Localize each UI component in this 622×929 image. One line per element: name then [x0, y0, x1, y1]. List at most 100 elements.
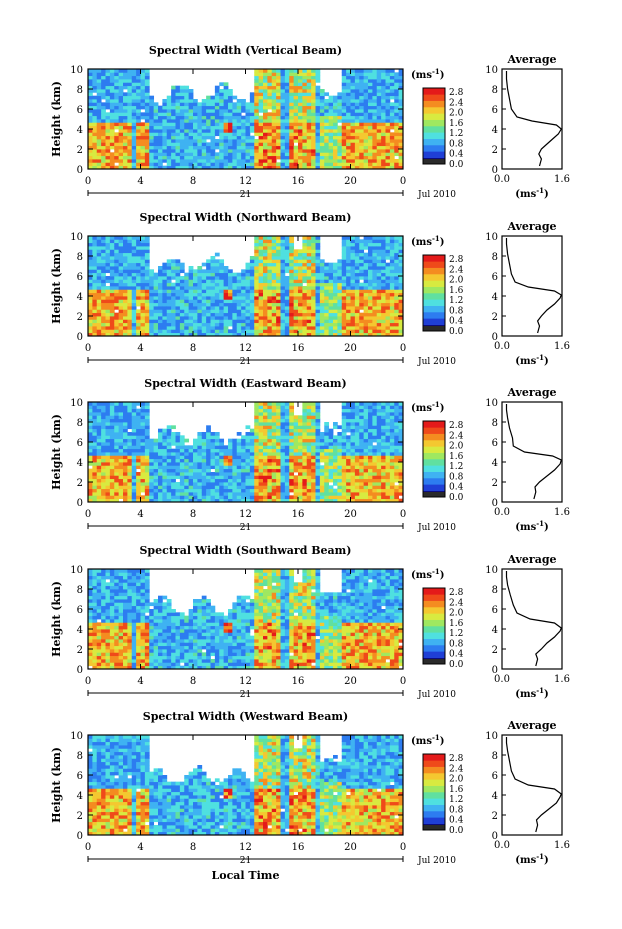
heatmap-cell	[346, 266, 351, 270]
heatmap-cell	[228, 302, 233, 307]
heatmap-cell	[158, 435, 163, 440]
heatmap-cell	[153, 465, 159, 470]
heatmap-cell	[254, 266, 260, 270]
heatmap-cell	[92, 432, 98, 436]
heatmap-cell	[350, 279, 356, 284]
heatmap-cell	[346, 299, 351, 304]
heatmap-cell	[92, 316, 98, 320]
heatmap-cell	[114, 72, 120, 77]
heatmap-cell	[92, 162, 98, 167]
heatmap-cell	[131, 236, 137, 240]
heatmap-cell	[311, 122, 316, 127]
heatmap-cell	[368, 269, 373, 274]
heatmap-cell	[96, 279, 102, 284]
heatmap-cell	[144, 125, 150, 130]
heatmap-cell	[197, 478, 203, 483]
heatmap-cell	[315, 259, 321, 264]
heatmap-cell	[101, 468, 106, 473]
heatmap-cell	[127, 316, 133, 320]
heatmap-cell	[363, 316, 369, 320]
y-axis-label: Height (km)	[50, 248, 63, 324]
heatmap-cell	[254, 415, 260, 420]
heatmap-cell	[289, 246, 295, 250]
heatmap-cell	[131, 428, 137, 433]
heatmap-cell	[381, 155, 386, 160]
heatmap-cell	[179, 316, 185, 320]
heatmap-cell	[96, 122, 102, 127]
heatmap-cell	[171, 478, 176, 483]
heatmap-cell	[254, 428, 260, 433]
heatmap-cell	[337, 269, 343, 274]
heatmap-cell	[88, 316, 93, 320]
heatmap-cell	[302, 79, 308, 83]
heatmap-cell	[158, 302, 163, 307]
heatmap-cell	[319, 299, 325, 304]
heatmap-cell	[210, 495, 216, 500]
heatmap-cell	[232, 112, 238, 117]
heatmap-cell	[88, 495, 93, 500]
heatmap-cell	[188, 112, 194, 117]
heatmap-cell	[114, 239, 120, 244]
heatmap-cell	[105, 159, 111, 163]
heatmap-cell	[280, 309, 286, 314]
heatmap-cell	[118, 142, 124, 147]
heatmap-cell	[306, 289, 312, 294]
heatmap-cell	[131, 422, 137, 426]
heatmap-cell	[228, 135, 233, 140]
heatmap-cell	[210, 132, 216, 137]
heatmap-cell	[267, 119, 273, 123]
heatmap-cell	[372, 312, 378, 317]
heatmap-cell	[101, 478, 106, 483]
heatmap-cell	[136, 262, 141, 267]
heatmap-cell	[118, 425, 124, 430]
heatmap-cell	[398, 142, 404, 147]
heatmap-cell	[346, 289, 351, 294]
heatmap-cell	[184, 329, 190, 334]
heatmap-cell	[258, 492, 264, 496]
heatmap-cell	[228, 279, 233, 284]
colorbar-swatch	[423, 151, 445, 158]
heatmap-cell	[166, 102, 172, 107]
heatmap-cell	[319, 89, 325, 93]
heatmap-cell	[105, 249, 111, 254]
heatmap-cell	[214, 272, 220, 277]
heatmap-cell	[197, 482, 203, 486]
heatmap-cell	[280, 329, 286, 334]
heatmap-cell	[206, 276, 211, 280]
heatmap-cell	[131, 408, 137, 413]
heatmap-cell	[302, 296, 308, 300]
heatmap-cell	[315, 72, 321, 77]
heatmap-cell	[293, 162, 299, 167]
heatmap-cell	[385, 249, 391, 254]
heatmap-cell	[298, 152, 303, 157]
heatmap-cell	[232, 129, 238, 133]
heatmap-cell	[162, 485, 168, 490]
heatmap-cell	[127, 165, 133, 170]
heatmap-cell	[127, 458, 133, 463]
heatmap-cell	[193, 269, 198, 274]
heatmap-cell	[328, 332, 334, 337]
heatmap-cell	[179, 332, 185, 337]
heatmap-cell	[311, 142, 316, 147]
heatmap-cell	[389, 322, 395, 327]
heatmap-cell	[372, 119, 378, 123]
heatmap-cell	[232, 95, 238, 100]
heatmap-cell	[236, 102, 242, 107]
heatmap-cell	[144, 292, 150, 297]
heatmap-cell	[201, 322, 207, 327]
heatmap-cell	[350, 122, 356, 127]
heatmap-cell	[328, 286, 334, 290]
heatmap-cell	[236, 115, 242, 120]
heatmap-cell	[241, 462, 246, 466]
heatmap-cell	[284, 242, 290, 247]
heatmap-cell	[232, 122, 238, 127]
heatmap-cell	[254, 462, 260, 466]
heatmap-cell	[96, 485, 102, 490]
heatmap-cell	[206, 135, 211, 140]
heatmap-cell	[284, 252, 290, 257]
heatmap-cell	[363, 149, 369, 153]
heatmap-cell	[249, 292, 255, 297]
heatmap-cell	[219, 92, 225, 97]
heatmap-cell	[350, 266, 356, 270]
heatmap-cell	[210, 122, 216, 127]
